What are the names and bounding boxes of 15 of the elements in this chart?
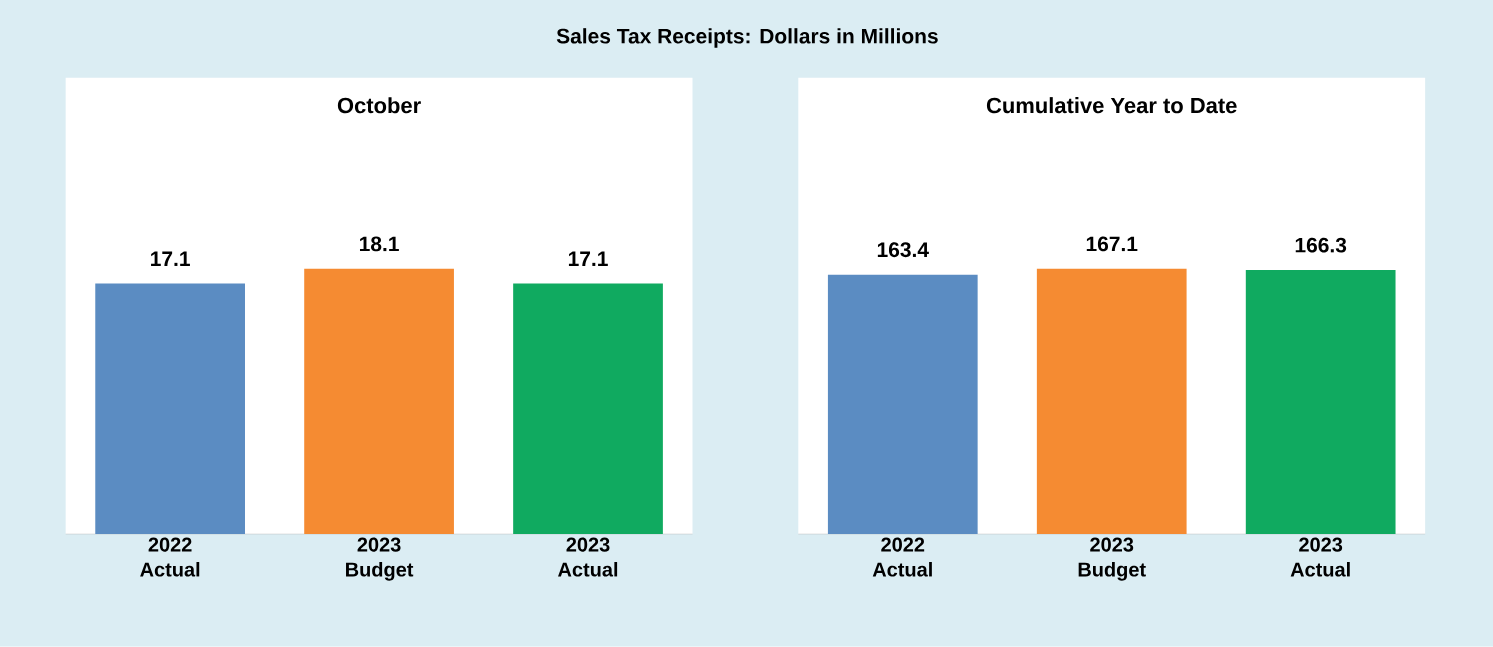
data-label: 166.3 [1295,237,1347,253]
x-tick-label: 2023 Actual [558,537,618,577]
x-tick-label: 2023 Budget [346,537,414,581]
data-label: 18.1 [359,236,399,252]
x-tick-label: 2023 Budget [1078,537,1146,581]
text: Sales Tax Receipts: Dollars in Millions [556,28,938,48]
data-label: 167.1 [1086,236,1138,252]
x-tick-label: 2023 Actual [1290,537,1350,577]
x-tick-label: 2022 Actual [140,537,200,577]
data-label: 163.4 [877,242,929,258]
data-label: 17.1 [568,251,608,267]
chart-title: October [337,97,421,114]
x-tick-label: 2022 Actual [872,537,932,577]
chart-title: Cumulative Year to Date [986,97,1237,114]
data-label: 17.1 [151,251,190,267]
